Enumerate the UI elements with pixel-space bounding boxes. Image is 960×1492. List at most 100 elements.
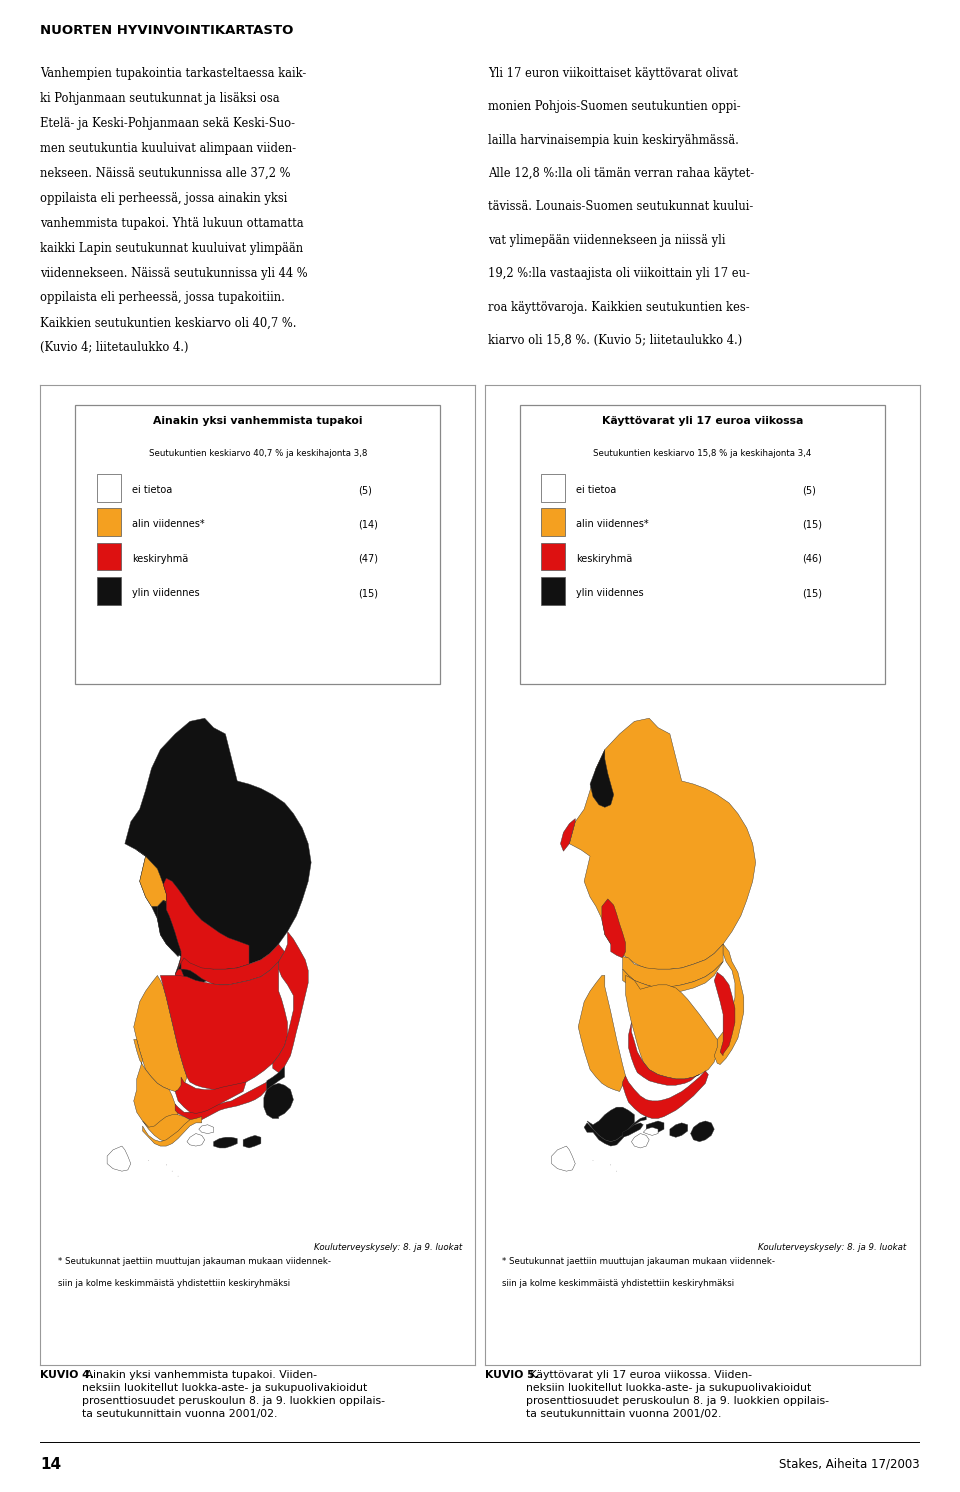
Text: (15): (15) <box>358 588 378 598</box>
Text: Kouluterveyskysely: 8. ja 9. luokat: Kouluterveyskysely: 8. ja 9. luokat <box>314 1243 462 1252</box>
Polygon shape <box>264 1083 294 1119</box>
Bar <box>541 474 565 501</box>
Text: ki Pohjanmaan seutukunnat ja lisäksi osa: ki Pohjanmaan seutukunnat ja lisäksi osa <box>40 93 280 104</box>
Text: 19,2 %:lla vastaajista oli viikoittain yli 17 eu-: 19,2 %:lla vastaajista oli viikoittain y… <box>488 267 750 280</box>
Polygon shape <box>136 850 166 907</box>
Text: (46): (46) <box>803 554 822 564</box>
Text: (15): (15) <box>803 588 823 598</box>
Bar <box>97 474 121 501</box>
Text: kaikki Lapin seutukunnat kuuluivat ylimpään: kaikki Lapin seutukunnat kuuluivat ylimp… <box>40 242 303 255</box>
Polygon shape <box>143 1115 190 1141</box>
Text: 14: 14 <box>40 1456 61 1473</box>
Polygon shape <box>626 976 717 1079</box>
Polygon shape <box>670 1123 687 1137</box>
Text: Stakes, Aiheita 17/2003: Stakes, Aiheita 17/2003 <box>780 1458 920 1471</box>
Text: ylin viidennes: ylin viidennes <box>132 588 200 598</box>
Text: vat ylimepään viidennekseen ja niissä yli: vat ylimepään viidennekseen ja niissä yl… <box>488 234 725 246</box>
Polygon shape <box>267 1067 284 1089</box>
Polygon shape <box>175 944 284 985</box>
Polygon shape <box>561 819 575 852</box>
Polygon shape <box>714 973 735 1056</box>
Polygon shape <box>213 1137 237 1147</box>
Polygon shape <box>175 1077 246 1113</box>
Text: oppilaista eli perheessä, jossa tupakoitiin.: oppilaista eli perheessä, jossa tupakoit… <box>40 291 285 304</box>
Polygon shape <box>623 1071 708 1119</box>
Text: Etelä- ja Keski-Pohjanmaan sekä Keski-Suo-: Etelä- ja Keski-Pohjanmaan sekä Keski-Su… <box>40 116 296 130</box>
Text: oppilaista eli perheessä, jossa ainakin yksi: oppilaista eli perheessä, jossa ainakin … <box>40 192 288 204</box>
Polygon shape <box>623 1123 643 1137</box>
Polygon shape <box>646 1120 664 1132</box>
Polygon shape <box>163 879 249 970</box>
Polygon shape <box>133 1040 179 1132</box>
Polygon shape <box>199 1125 213 1134</box>
Polygon shape <box>690 1120 714 1141</box>
Text: alin viidennes*: alin viidennes* <box>576 519 649 530</box>
Text: (Kuvio 4; liitetaulukko 4.): (Kuvio 4; liitetaulukko 4.) <box>40 342 189 354</box>
Polygon shape <box>629 1022 700 1085</box>
Text: Käyttövarat yli 17 euroa viikossa. Viiden-
neksiin luokitellut luokka-aste- ja s: Käyttövarat yli 17 euroa viikossa. Viide… <box>526 1370 829 1419</box>
Polygon shape <box>273 931 308 1073</box>
Polygon shape <box>623 944 723 988</box>
Polygon shape <box>714 944 744 1064</box>
Text: Seutukuntien keskiarvo 15,8 % ja keskihajonta 3,4: Seutukuntien keskiarvo 15,8 % ja keskiha… <box>593 449 811 458</box>
Polygon shape <box>175 956 213 985</box>
Bar <box>541 543 565 570</box>
Polygon shape <box>175 1082 267 1120</box>
Polygon shape <box>187 1134 204 1146</box>
Text: monien Pohjois-Suomen seutukuntien oppi-: monien Pohjois-Suomen seutukuntien oppi- <box>488 100 740 113</box>
Text: men seutukuntia kuuluivat alimpaan viiden-: men seutukuntia kuuluivat alimpaan viide… <box>40 142 297 155</box>
Text: kiarvo oli 15,8 %. (Kuvio 5; liitetaulukko 4.): kiarvo oli 15,8 %. (Kuvio 5; liitetauluk… <box>488 334 742 346</box>
Text: viidennekseen. Näissä seutukunnissa yli 44 %: viidennekseen. Näissä seutukunnissa yli … <box>40 267 308 279</box>
Text: nekseen. Näissä seutukunnissa alle 37,2 %: nekseen. Näissä seutukunnissa alle 37,2 … <box>40 167 291 181</box>
Text: ylin viidennes: ylin viidennes <box>576 588 644 598</box>
Text: KUVIO 5.: KUVIO 5. <box>485 1370 539 1380</box>
Text: Vanhempien tupakointia tarkasteltaessa kaik-: Vanhempien tupakointia tarkasteltaessa k… <box>40 67 306 81</box>
Polygon shape <box>623 962 723 994</box>
Polygon shape <box>133 976 187 1092</box>
Text: Ainakin yksi vanhemmista tupakoi: Ainakin yksi vanhemmista tupakoi <box>153 416 363 427</box>
Text: Käyttövarat yli 17 euroa viikossa: Käyttövarat yli 17 euroa viikossa <box>602 416 803 427</box>
Polygon shape <box>125 718 311 970</box>
Text: (14): (14) <box>358 519 377 530</box>
Text: * Seutukunnat jaettiin muuttujan jakauman mukaan viidennek-: * Seutukunnat jaettiin muuttujan jakauma… <box>502 1258 775 1267</box>
Text: tävissä. Lounais-Suomen seutukunnat kuului-: tävissä. Lounais-Suomen seutukunnat kuul… <box>488 200 753 213</box>
Text: vanhemmista tupakoi. Yhtä lukuun ottamatta: vanhemmista tupakoi. Yhtä lukuun ottamat… <box>40 216 304 230</box>
Polygon shape <box>602 898 626 958</box>
Text: Kaikkien seutukuntien keskiarvo oli 40,7 %.: Kaikkien seutukuntien keskiarvo oli 40,7… <box>40 316 297 330</box>
Bar <box>519 404 885 683</box>
Text: (15): (15) <box>803 519 823 530</box>
Polygon shape <box>143 1116 202 1146</box>
Polygon shape <box>569 718 756 970</box>
Text: NUORTEN HYVINVOINTIKARTASTO: NUORTEN HYVINVOINTIKARTASTO <box>40 24 294 37</box>
Text: KUVIO 4.: KUVIO 4. <box>40 1370 94 1380</box>
Polygon shape <box>108 1146 131 1171</box>
Text: ei tietoa: ei tietoa <box>132 485 172 495</box>
Bar <box>541 509 565 536</box>
Text: (5): (5) <box>803 485 816 495</box>
Text: Yli 17 euron viikoittaiset käyttövarat olivat: Yli 17 euron viikoittaiset käyttövarat o… <box>488 67 737 81</box>
Polygon shape <box>160 962 287 1089</box>
Text: Kouluterveyskysely: 8. ja 9. luokat: Kouluterveyskysely: 8. ja 9. luokat <box>758 1243 906 1252</box>
Text: (5): (5) <box>358 485 372 495</box>
Polygon shape <box>590 749 613 807</box>
Text: keskiryhmä: keskiryhmä <box>576 554 633 564</box>
Polygon shape <box>584 1116 646 1146</box>
Polygon shape <box>588 1107 635 1141</box>
Text: * Seutukunnat jaettiin muuttujan jakauman mukaan viidennek-: * Seutukunnat jaettiin muuttujan jakauma… <box>58 1258 330 1267</box>
Polygon shape <box>632 1134 649 1147</box>
Bar <box>97 509 121 536</box>
Text: keskiryhmä: keskiryhmä <box>132 554 188 564</box>
Polygon shape <box>157 900 181 956</box>
Text: Alle 12,8 %:lla oli tämän verran rahaa käytet-: Alle 12,8 %:lla oli tämän verran rahaa k… <box>488 167 754 181</box>
Bar <box>75 404 441 683</box>
Polygon shape <box>578 976 626 1092</box>
Polygon shape <box>243 1135 261 1147</box>
Text: siin ja kolme keskimmäistä yhdistettiin keskiryhmäksi: siin ja kolme keskimmäistä yhdistettiin … <box>502 1279 734 1288</box>
Bar <box>97 577 121 604</box>
Text: alin viidennes*: alin viidennes* <box>132 519 204 530</box>
Text: Ainakin yksi vanhemmista tupakoi. Viiden-
neksiin luokitellut luokka-aste- ja su: Ainakin yksi vanhemmista tupakoi. Viiden… <box>82 1370 385 1419</box>
Text: siin ja kolme keskimmäistä yhdistettiin keskiryhmäksi: siin ja kolme keskimmäistä yhdistettiin … <box>58 1279 290 1288</box>
Bar <box>541 577 565 604</box>
Polygon shape <box>643 1128 658 1135</box>
Text: lailla harvinaisempia kuin keskiryähmässä.: lailla harvinaisempia kuin keskiryähmäss… <box>488 134 738 146</box>
